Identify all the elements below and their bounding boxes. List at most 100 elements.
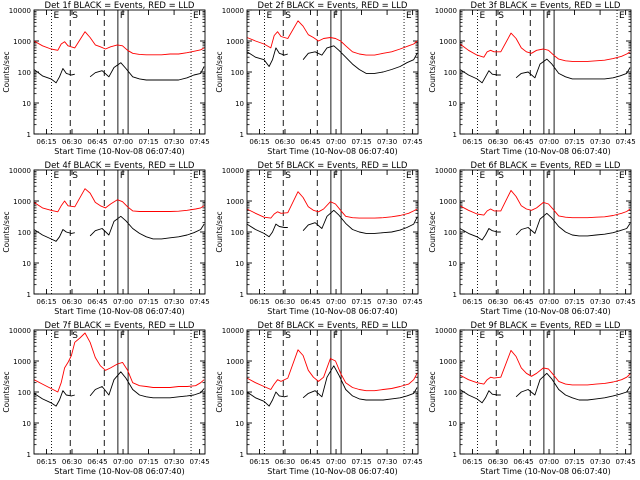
x-tick-label: 06:30 bbox=[488, 138, 508, 146]
marker-label: S bbox=[72, 331, 78, 341]
y-tick-label: 1 bbox=[27, 291, 31, 299]
x-axis-label: Start Time (10-Nov-08 06:07:40) bbox=[480, 467, 610, 476]
y-tick-label: 1000 bbox=[13, 198, 31, 206]
panel-det-1: Det 1f BLACK = Events, RED = LLD Counts/s… bbox=[2, 1, 210, 156]
x-tick-label: 07:30 bbox=[377, 298, 397, 306]
y-tick-label: 1 bbox=[27, 451, 31, 459]
x-axis-label: Start Time (10-Nov-08 06:07:40) bbox=[54, 467, 184, 476]
y-tick-label: 100 bbox=[18, 229, 31, 237]
marker-label: F bbox=[333, 331, 338, 341]
x-tick-label: 07:15 bbox=[351, 138, 371, 146]
x-tick-label: 07:00 bbox=[113, 458, 133, 466]
y-tick-label: 1000 bbox=[439, 358, 457, 366]
y-tick-label: 10 bbox=[22, 260, 31, 268]
x-tick-label: 06:30 bbox=[62, 298, 82, 306]
marker-label: S bbox=[285, 11, 291, 21]
y-tick-label: 1000 bbox=[13, 38, 31, 46]
y-tick-label: 100 bbox=[231, 229, 244, 237]
x-axis-label: Start Time (10-Nov-08 06:07:40) bbox=[54, 147, 184, 156]
series-lld-line bbox=[33, 332, 205, 393]
x-tick-label: 07:00 bbox=[326, 458, 346, 466]
x-tick-label: 07:00 bbox=[539, 138, 559, 146]
y-tick-label: 10 bbox=[448, 260, 457, 268]
y-tick-label: 1000 bbox=[226, 198, 244, 206]
x-tick-label: 06:45 bbox=[300, 298, 320, 306]
marker-label: F bbox=[546, 11, 551, 21]
marker-label: S bbox=[498, 331, 504, 341]
panel-det-2: Det 2f BLACK = Events, RED = LLD Counts/s… bbox=[215, 1, 423, 156]
plot-frame bbox=[33, 9, 206, 135]
marker-label: E bbox=[480, 11, 486, 21]
plot-frame bbox=[459, 169, 632, 295]
marker-label: E bbox=[267, 171, 273, 181]
y-tick-label: 1 bbox=[240, 291, 244, 299]
x-tick-label: 07:00 bbox=[113, 298, 133, 306]
y-tick-label: 10000 bbox=[435, 167, 457, 175]
marker-label: E bbox=[54, 171, 60, 181]
y-tick-label: 10000 bbox=[222, 167, 244, 175]
marker-label: F bbox=[546, 331, 551, 341]
y-tick-label: 100 bbox=[444, 389, 457, 397]
y-tick-label: 10000 bbox=[222, 327, 244, 335]
y-tick-label: 10000 bbox=[9, 167, 31, 175]
plot-frame bbox=[33, 329, 206, 455]
y-axis-label: Counts/sec bbox=[215, 51, 224, 92]
plot-frame bbox=[246, 9, 419, 135]
x-tick-label: 07:45 bbox=[190, 138, 210, 146]
marker-label: F bbox=[333, 11, 338, 21]
marker-label: S bbox=[72, 11, 78, 21]
x-tick-label: 07:30 bbox=[164, 298, 184, 306]
x-tick-label: 07:30 bbox=[164, 458, 184, 466]
plot-frame bbox=[459, 9, 632, 135]
y-tick-label: 10 bbox=[22, 420, 31, 428]
series-lld-line bbox=[246, 191, 418, 219]
y-tick-label: 10 bbox=[235, 100, 244, 108]
marker-label: E bbox=[193, 171, 199, 181]
series-events-line bbox=[246, 365, 418, 407]
x-tick-label: 07:30 bbox=[590, 458, 610, 466]
marker-label: E bbox=[54, 11, 60, 21]
plot-frame bbox=[459, 329, 632, 455]
panel-title: Det 4f BLACK = Events, RED = LLD bbox=[45, 161, 195, 171]
series-events-line bbox=[459, 212, 631, 241]
x-tick-label: 06:30 bbox=[275, 298, 295, 306]
y-tick-label: 100 bbox=[18, 389, 31, 397]
series-lld-line bbox=[33, 31, 205, 56]
panel-title: Det 9f BLACK = Events, RED = LLD bbox=[471, 321, 621, 331]
panel-det-8: Det 8f BLACK = Events, RED = LLD Counts/s… bbox=[215, 321, 423, 476]
x-tick-label: 07:45 bbox=[403, 298, 423, 306]
marker-label: E bbox=[406, 331, 412, 341]
x-tick-label: 06:15 bbox=[462, 138, 482, 146]
panel-det-7: Det 7f BLACK = Events, RED = LLD Counts/s… bbox=[2, 321, 210, 476]
series-events-line bbox=[33, 215, 205, 242]
x-tick-label: 06:15 bbox=[462, 458, 482, 466]
y-axis-label: Counts/sec bbox=[2, 371, 11, 412]
x-tick-label: 06:45 bbox=[300, 458, 320, 466]
x-tick-label: 07:00 bbox=[539, 298, 559, 306]
y-tick-label: 10000 bbox=[435, 7, 457, 15]
series-lld-line bbox=[246, 349, 418, 392]
x-tick-label: 07:00 bbox=[539, 458, 559, 466]
panel-title: Det 3f BLACK = Events, RED = LLD bbox=[471, 1, 621, 11]
x-tick-label: 06:30 bbox=[62, 458, 82, 466]
x-tick-label: 06:30 bbox=[488, 458, 508, 466]
y-tick-label: 1000 bbox=[439, 198, 457, 206]
x-axis-label: Start Time (10-Nov-08 06:07:40) bbox=[480, 307, 610, 316]
y-tick-label: 1000 bbox=[13, 358, 31, 366]
panel-title: Det 2f BLACK = Events, RED = LLD bbox=[258, 1, 408, 11]
x-tick-label: 06:15 bbox=[462, 298, 482, 306]
x-tick-label: 07:30 bbox=[377, 138, 397, 146]
x-tick-label: 06:30 bbox=[275, 458, 295, 466]
x-tick-label: 07:30 bbox=[164, 138, 184, 146]
panel-title: Det 6f BLACK = Events, RED = LLD bbox=[471, 161, 621, 171]
y-tick-label: 100 bbox=[231, 69, 244, 77]
y-tick-label: 1 bbox=[453, 131, 457, 139]
x-tick-label: 07:00 bbox=[113, 138, 133, 146]
x-tick-label: 07:45 bbox=[616, 138, 636, 146]
series-events-line bbox=[33, 371, 205, 407]
series-events-line bbox=[459, 372, 631, 404]
series-lld-line bbox=[459, 349, 631, 386]
marker-label: F bbox=[120, 11, 125, 21]
marker-label: E bbox=[480, 171, 486, 181]
y-tick-label: 10000 bbox=[435, 327, 457, 335]
